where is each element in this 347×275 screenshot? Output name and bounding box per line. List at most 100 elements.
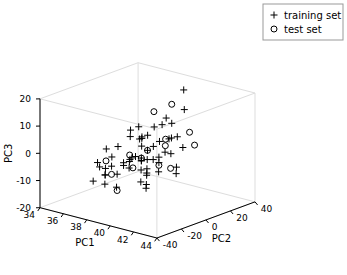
point [155,159,162,166]
axis-line [40,208,157,238]
tick-label: 0 [212,222,218,232]
point [150,143,157,150]
point [108,153,115,160]
legend-box [263,4,343,40]
legend-label: test set [284,24,322,35]
tick [206,220,209,223]
tick-label: -40 [163,240,178,250]
point [126,158,133,165]
point [144,147,151,154]
tick-label: 40 [94,228,106,238]
legend-label: training set [284,10,341,21]
point [192,142,198,148]
point [103,158,109,164]
point [173,170,180,177]
point [132,153,139,160]
tick-label: 36 [47,216,59,226]
point [174,133,181,140]
tick-label: 10 [20,121,32,131]
point [138,133,145,140]
frame-edge [255,93,256,202]
tick [108,226,110,229]
tick-label: 44 [140,241,152,251]
point [126,165,133,172]
frame [40,63,255,238]
frame-edge [138,63,255,93]
point [187,129,193,135]
z-axis: -20 -10 0 10 20 PC3 [3,94,41,213]
tick [36,207,40,208]
frame-edge [157,93,255,129]
point [102,171,109,178]
plot-area [90,86,198,193]
point [114,143,121,150]
chart: 343638404244PC1-40-2002040PC2-20-1001020… [0,0,347,275]
point [127,133,134,140]
point [163,115,170,122]
tick [36,98,40,99]
frame-edge [138,172,255,202]
point [114,171,121,178]
point [169,101,175,107]
tick-label: 38 [70,222,82,232]
frame-edge [40,63,138,99]
tick-label: 42 [117,235,128,245]
tick [85,220,87,223]
point [138,155,144,161]
point [179,144,186,151]
tick [36,153,40,154]
tick [181,229,184,232]
point [113,184,120,191]
tick [131,232,133,235]
point [127,127,134,134]
point [159,121,166,128]
x-axis: 343638404244PC1 [24,208,157,251]
tick-label: 0 [25,149,31,159]
point [151,123,158,130]
point [103,145,110,152]
point [145,147,151,153]
tick [155,238,157,241]
point [180,86,187,93]
point [138,166,145,173]
point [156,138,163,145]
point [167,150,174,157]
point [135,123,142,130]
point [162,149,169,156]
tick-label: -20 [187,231,202,241]
tick [61,214,63,217]
point [173,164,180,171]
point [144,156,151,163]
series [90,86,188,191]
tick-label: -20 [16,203,31,213]
point [138,155,145,162]
legend: training set test set [263,4,343,40]
point [168,165,174,171]
legend-marker [271,26,277,32]
tick-label: 40 [261,204,273,214]
point [108,163,115,170]
point [155,168,162,175]
tick-label: -10 [16,176,31,186]
axis-label: PC3 [3,144,14,163]
tick [36,180,40,181]
frame-edge [157,202,255,238]
point [120,159,127,166]
frame-edge [40,99,157,129]
tick-label: 20 [20,94,32,104]
point [138,143,145,150]
tick [36,126,40,127]
point [143,165,150,172]
point [114,188,120,194]
legend-marker [271,12,278,19]
tick [157,238,160,241]
point [102,171,109,178]
point [90,178,97,185]
point [181,106,188,113]
point [168,134,175,141]
point [101,181,108,188]
frame-edge [138,63,139,172]
tick [230,211,233,214]
frame-edge [40,172,138,208]
series [103,101,198,193]
